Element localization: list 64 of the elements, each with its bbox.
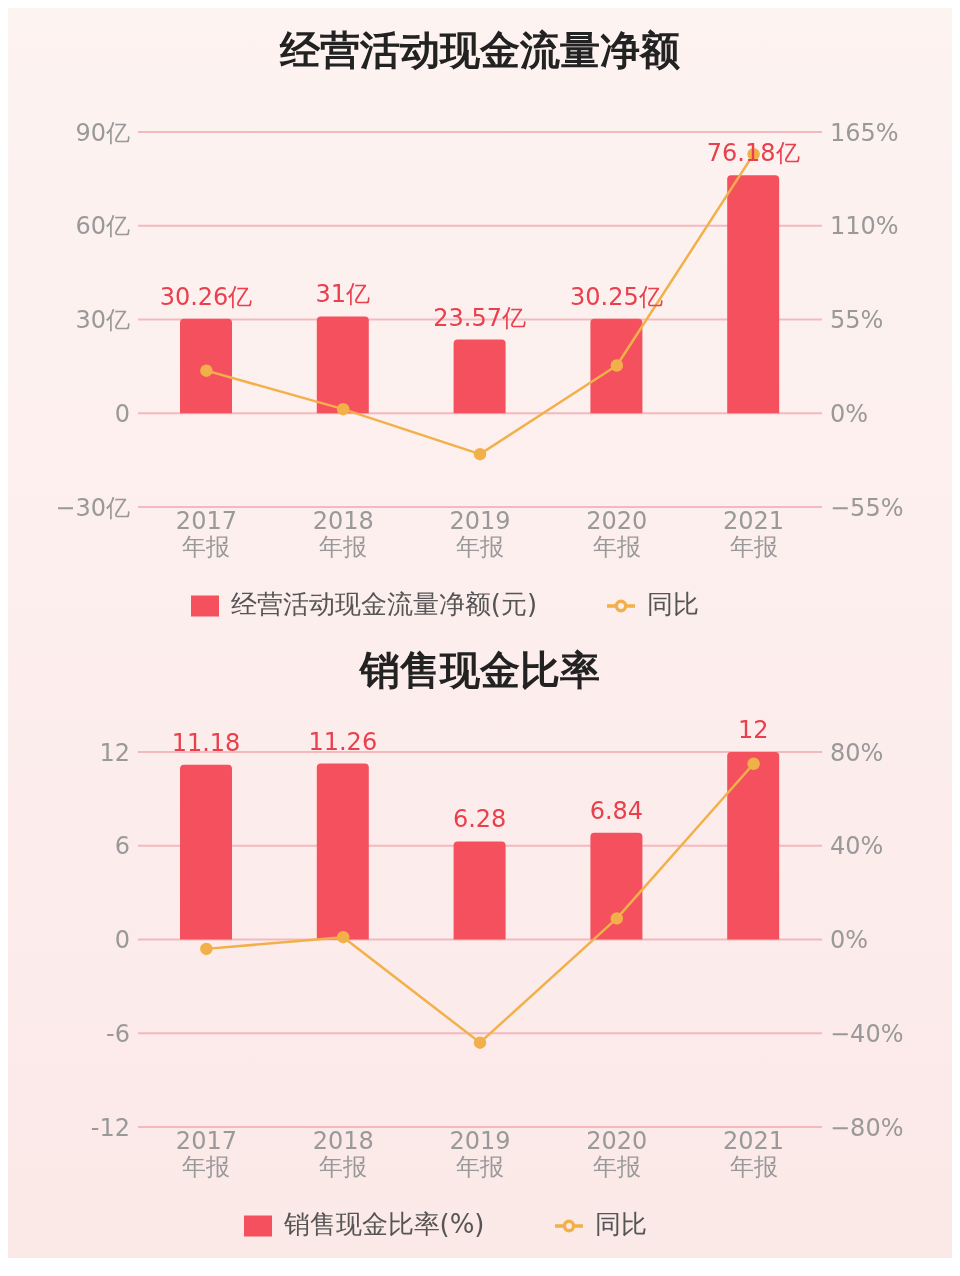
y-tick-label: 90亿 (75, 118, 130, 147)
bar (180, 764, 232, 940)
bar (590, 832, 643, 940)
x-tick-label: 2019 年报 (449, 507, 511, 561)
bar (316, 763, 369, 940)
x-tick-label: 2017 年报 (175, 1127, 237, 1181)
point (473, 1036, 487, 1049)
y2-tick-label: 0% (830, 926, 869, 955)
bar (316, 316, 369, 414)
y2-tick-label: −55% (830, 493, 904, 522)
y-tick-label: 30亿 (75, 306, 130, 335)
y-tick-label: 6 (114, 832, 130, 861)
legend-label: 销售现金比率(%) (283, 1209, 485, 1239)
point (473, 447, 487, 461)
point (200, 942, 213, 956)
bar (590, 318, 643, 414)
x-tick-label: 2018 年报 (312, 507, 374, 561)
y2-tick-label: 40% (830, 832, 884, 861)
bar (727, 175, 780, 414)
y2-tick-label: 165% (830, 118, 899, 147)
x-tick-label: 2018 年报 (312, 1127, 374, 1181)
legend-label: 同比 (647, 589, 700, 619)
y-tick-label: 0 (114, 926, 130, 955)
x-tick-label: 2021 年报 (723, 507, 785, 561)
x-tick-label: 2019 年报 (449, 1127, 511, 1181)
point (610, 359, 624, 372)
point (200, 364, 213, 377)
y2-tick-label: −40% (830, 1019, 904, 1048)
x-tick-label: 2020 年报 (586, 507, 648, 561)
legend-label: 同比 (594, 1209, 647, 1239)
y-tick-label: 0 (114, 399, 130, 428)
point (336, 402, 350, 416)
x-tick-label: 2020 年报 (586, 1127, 648, 1181)
bar (453, 339, 506, 414)
data-label: 30.26亿 (159, 282, 253, 311)
point (747, 757, 760, 770)
bar (453, 841, 506, 940)
legend-label: 经营活动现金流量净额(元) (230, 589, 538, 619)
data-label: 11.18 (171, 728, 241, 757)
data-label: 30.25亿 (570, 282, 663, 311)
point (610, 912, 624, 925)
y-tick-label: −30亿 (55, 493, 130, 522)
y2-tick-label: −80% (830, 1113, 904, 1142)
x-tick-label: 2021 年报 (723, 1127, 785, 1181)
y2-tick-label: 55% (830, 306, 884, 335)
data-label: 23.57亿 (433, 303, 526, 332)
x-tick-label: 2017 年报 (175, 507, 237, 561)
bar (727, 752, 780, 940)
data-label: 11.26 (308, 727, 378, 756)
y2-tick-label: 80% (830, 738, 884, 767)
y-tick-label: 60亿 (75, 212, 130, 241)
chart-title: 销售现金比率 (358, 646, 601, 695)
point (336, 930, 350, 944)
data-label: 6.84 (589, 796, 644, 825)
y-tick-label: 12 (99, 738, 130, 767)
data-label: 31亿 (315, 280, 371, 309)
y2-tick-label: 110% (830, 212, 899, 241)
data-label: 12 (737, 716, 769, 744)
chart-title: 经营活动现金流量净额 (278, 26, 681, 75)
y-tick-label: -12 (90, 1113, 130, 1142)
y2-tick-label: 0% (830, 399, 869, 428)
y-tick-label: -6 (106, 1019, 130, 1048)
data-label: 6.28 (452, 805, 507, 834)
bar (180, 318, 232, 414)
